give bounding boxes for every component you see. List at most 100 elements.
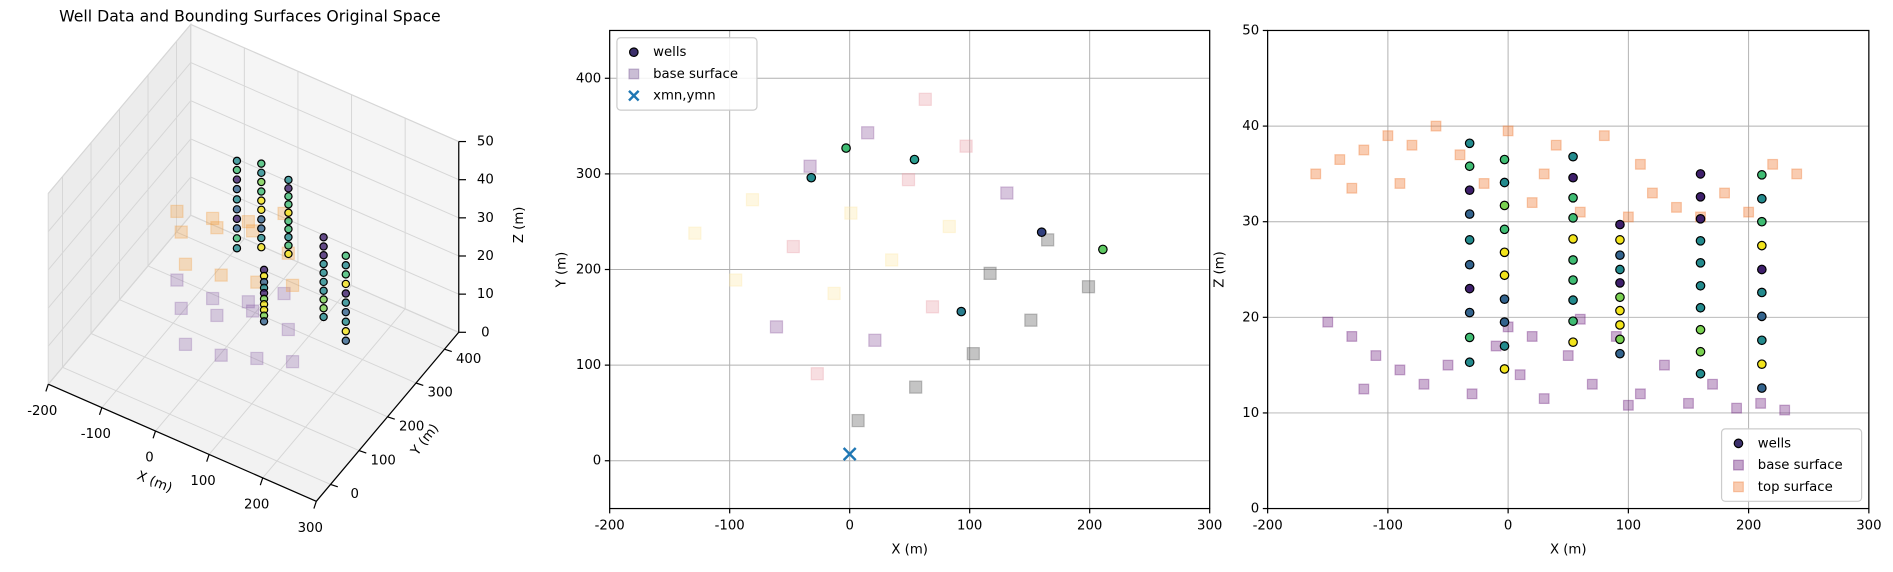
well-point — [319, 286, 328, 295]
legend-marker — [1733, 438, 1744, 449]
surface-point — [1478, 178, 1490, 189]
surface-point — [241, 215, 255, 229]
well-point — [232, 156, 242, 166]
well-point — [1615, 334, 1625, 345]
surface-point — [959, 139, 973, 153]
surface-point — [1671, 201, 1682, 213]
chart-title: Well Data and Bounding Surfaces Original… — [59, 7, 440, 26]
well-point — [1695, 302, 1706, 313]
well-point — [284, 224, 293, 234]
well-point — [341, 298, 351, 307]
x-tick-label: 200 — [1077, 518, 1102, 533]
surface-point — [983, 266, 997, 280]
x-tick-label: -200 — [1253, 518, 1283, 533]
well-point — [319, 259, 328, 269]
surface-point — [1382, 130, 1394, 142]
well-point — [1464, 283, 1475, 294]
surface-point — [174, 301, 188, 316]
x-tick-label: 100 — [1616, 518, 1641, 533]
well-point — [319, 295, 328, 304]
surface-point — [909, 380, 923, 394]
y-axis-label: Z (m) — [1212, 251, 1227, 288]
grid-line — [119, 299, 388, 418]
grid-line — [47, 138, 192, 309]
well-point — [1695, 280, 1706, 291]
surface-point — [285, 355, 300, 369]
well-point — [1568, 337, 1578, 348]
well-point — [1568, 255, 1578, 265]
grid-line — [62, 366, 331, 485]
well-point — [257, 196, 266, 205]
z-tick-label: 40 — [477, 173, 494, 188]
well-point — [1499, 270, 1510, 281]
surface-point — [170, 204, 184, 219]
well-point — [1757, 193, 1767, 204]
well-point — [341, 279, 351, 289]
well-point — [232, 205, 242, 214]
surface-point — [1490, 340, 1502, 352]
surface-point — [803, 159, 817, 173]
well-point — [1615, 235, 1625, 245]
surface-point — [1430, 120, 1442, 132]
surface-point — [861, 126, 875, 140]
grid-line — [176, 231, 445, 350]
well-point — [1464, 185, 1475, 195]
grid-line — [147, 265, 417, 384]
well-point — [1499, 224, 1510, 235]
well-point — [1499, 200, 1510, 211]
x-tick — [45, 384, 49, 392]
grid-line — [47, 62, 192, 232]
x-tick — [259, 477, 264, 486]
well-point — [1464, 357, 1475, 368]
well-point — [257, 233, 266, 243]
well-point — [1464, 235, 1475, 245]
well-point — [319, 242, 328, 251]
well-point — [1757, 383, 1767, 393]
well-point — [1695, 324, 1706, 335]
well-point — [341, 289, 351, 298]
well-point — [259, 317, 269, 326]
surface-point — [786, 239, 800, 254]
surface-point — [1586, 378, 1598, 390]
well-point — [232, 214, 242, 224]
well-point — [1568, 295, 1578, 305]
z-tick-label: 20 — [477, 249, 494, 264]
well-point — [341, 261, 351, 270]
surface-point — [205, 291, 220, 306]
well-point — [341, 307, 351, 317]
legend-label: wells — [653, 45, 686, 60]
well-point — [909, 154, 920, 165]
surface-point — [1466, 388, 1478, 400]
surface-point — [1634, 158, 1646, 170]
x-axis-label: X (m) — [1550, 543, 1587, 558]
well-point — [1695, 214, 1706, 224]
surface-point — [1358, 383, 1370, 395]
well-point — [1568, 316, 1578, 326]
well-point — [257, 205, 266, 215]
well-point — [341, 270, 351, 279]
x-tick-label: 100 — [190, 474, 215, 489]
legend-marker — [1733, 459, 1744, 471]
legend-label: base surface — [653, 67, 738, 82]
surface-point — [942, 219, 956, 234]
well-point — [1757, 240, 1767, 251]
well-point — [284, 200, 293, 209]
surface-point — [901, 172, 916, 187]
y-tick-label: 40 — [1242, 119, 1259, 134]
legend-label: xmn,ymn — [653, 89, 716, 104]
x-axis-label: X (m) — [891, 543, 928, 558]
x-tick — [313, 501, 317, 509]
surface-point — [1731, 402, 1743, 414]
x-tick-label: 200 — [1736, 518, 1761, 533]
well-point — [232, 224, 242, 233]
well-point — [1499, 154, 1510, 165]
well-point — [1464, 161, 1475, 172]
well-point — [1499, 317, 1510, 327]
surface-point — [214, 268, 228, 282]
x-tick-label: 0 — [1504, 518, 1512, 533]
well-point — [341, 327, 351, 336]
y-tick-label: 0 — [1251, 502, 1259, 517]
well-point — [319, 277, 328, 287]
well-point — [1568, 213, 1578, 223]
surface-point — [688, 226, 702, 240]
